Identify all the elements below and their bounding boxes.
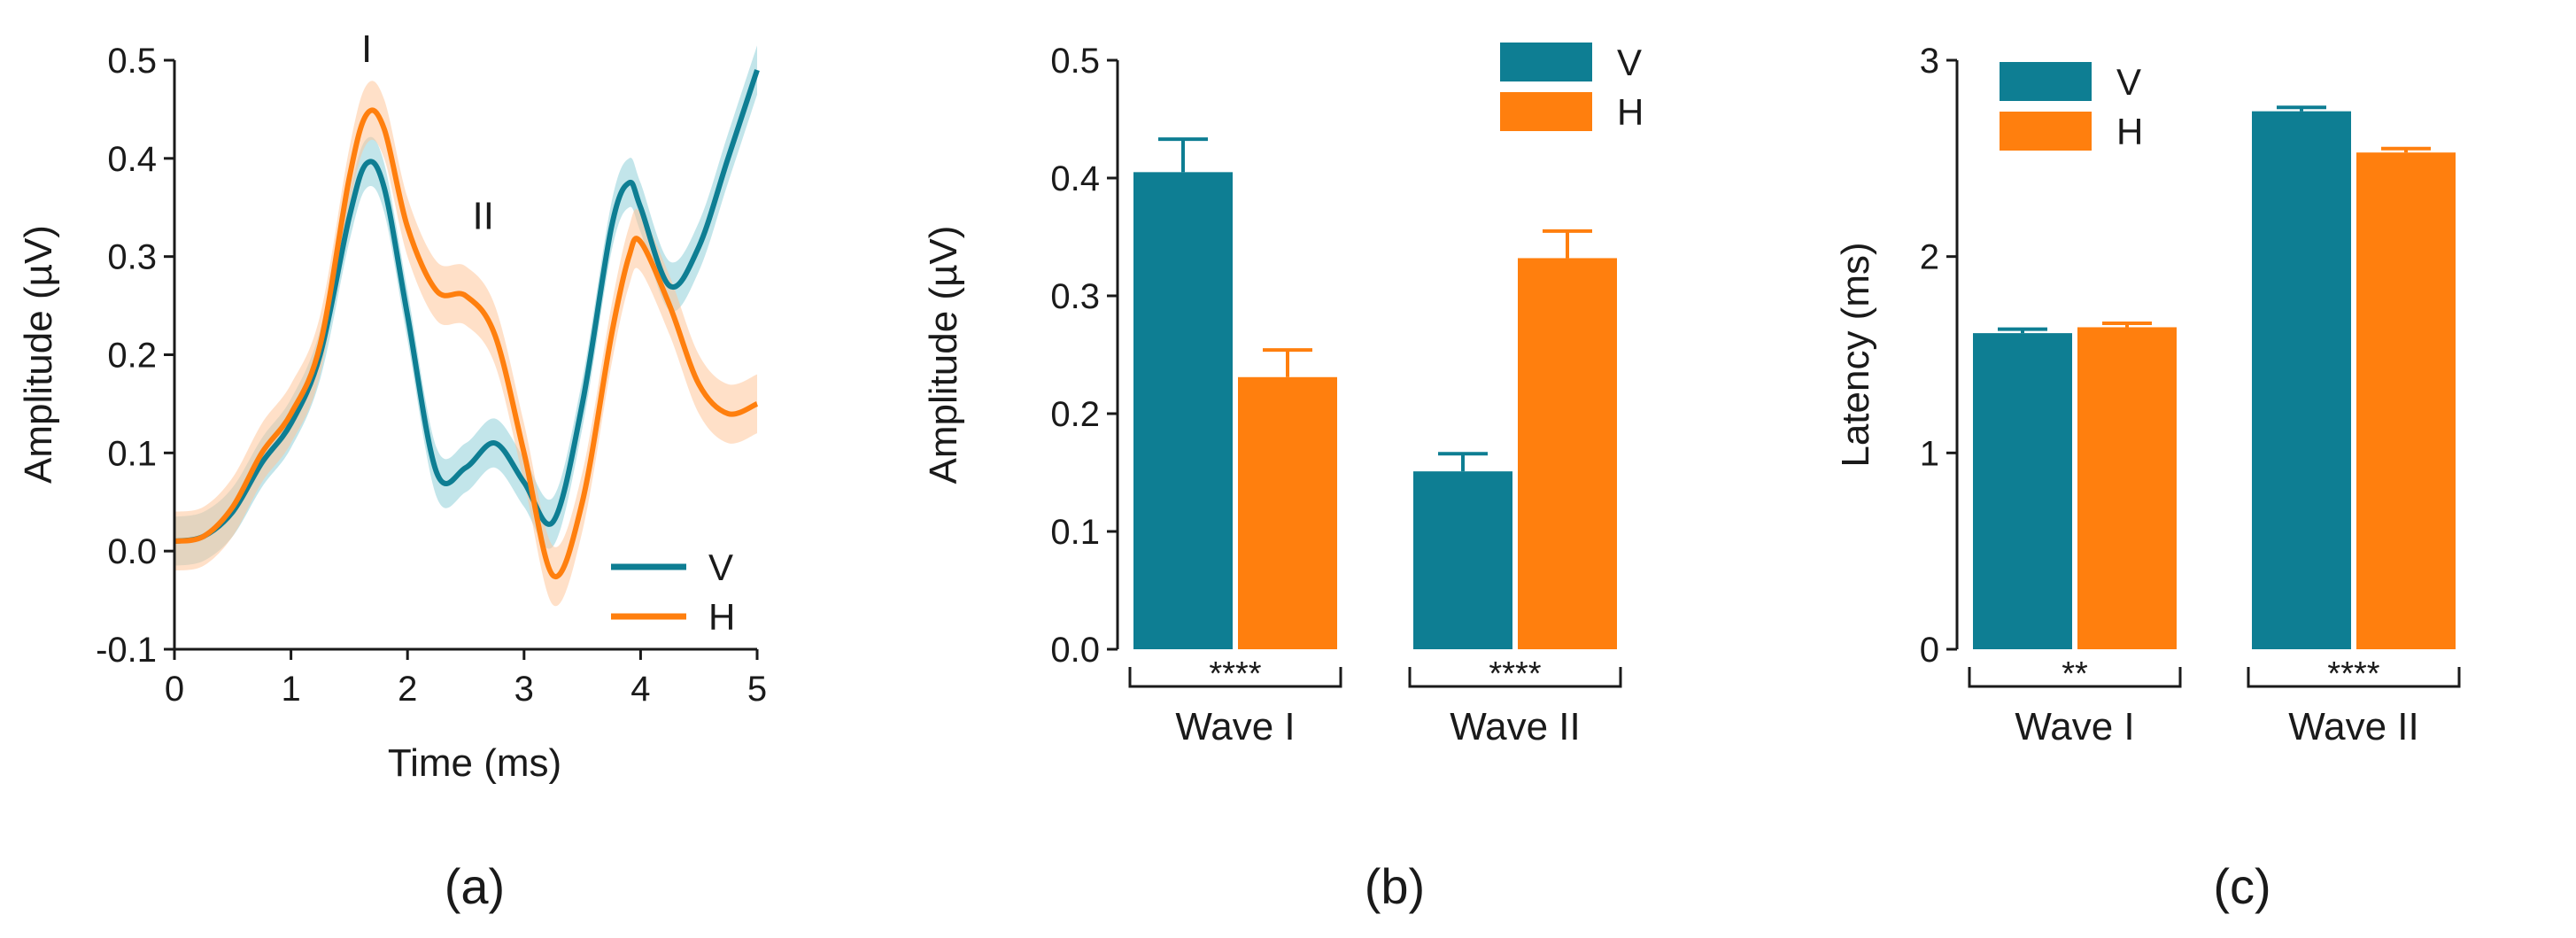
significance-marker: **** [2327, 655, 2379, 693]
category-bracket [2247, 667, 2461, 688]
panel-a-line-chart: -0.1 0.0 0.1 0.2 0.3 0.4 0.5 0 1 2 3 4 5 Time (ms) Amp… [17, 27, 767, 914]
panel-label: (b) [1365, 858, 1425, 914]
legend-V-label: V [2116, 61, 2141, 103]
x-tick-label: 4 [630, 670, 650, 709]
legend-V-label: V [1617, 42, 1642, 83]
legend-H-label: H [1617, 91, 1644, 133]
bar-V-2 [1413, 471, 1512, 649]
y-tick-label: 0.1 [107, 434, 157, 473]
legend-H-label: H [2116, 111, 2143, 152]
bar-H-1 [2077, 327, 2177, 649]
x-tick-label: Wave I [1175, 705, 1295, 748]
x-tick-label: 1 [281, 670, 300, 709]
legend-V-swatch [1500, 43, 1592, 81]
series-H-error-band [174, 81, 757, 607]
y-axis-title: Amplitude (µV) [922, 226, 965, 485]
peak-annotation: I [361, 27, 372, 71]
bar-H-1 [1238, 376, 1337, 649]
panel-label: (c) [2213, 858, 2270, 914]
y-tick-label: 0.0 [1050, 631, 1100, 670]
x-tick-label: 3 [514, 670, 534, 709]
x-tick-label: Wave II [1450, 705, 1581, 748]
panel-b-amplitude-bar-chart: 0.0 0.1 0.2 0.3 0.4 0.5 Amplitude (µV) **** Wave… [922, 42, 1644, 914]
bar-V-1 [1973, 333, 2072, 649]
y-tick-label: 0.4 [1050, 159, 1100, 198]
category-bracket [1408, 667, 1622, 688]
y-tick-label: 0.5 [107, 42, 157, 81]
series-V-line [174, 69, 760, 545]
bar-H-2 [1518, 258, 1617, 649]
y-tick-label: 0.3 [107, 238, 157, 277]
legend-H-swatch [2000, 112, 2092, 151]
y-tick-label: 0.2 [1050, 395, 1100, 434]
y-tick-label: 0 [1920, 631, 1939, 670]
bar-V-1 [1133, 172, 1233, 650]
y-tick-label: 3 [1920, 42, 1939, 81]
category-bracket [1128, 667, 1342, 688]
bar-V-2 [2252, 111, 2351, 650]
x-tick-label: Wave II [2288, 705, 2419, 748]
y-tick-label: 0.1 [1050, 513, 1100, 552]
significance-marker: **** [1209, 655, 1261, 693]
peak-annotation: II [473, 194, 494, 237]
panel-label: (a) [445, 858, 505, 914]
x-tick-label: 2 [398, 670, 417, 709]
y-tick-label: 0.2 [107, 337, 157, 376]
y-tick-label: -0.1 [96, 631, 157, 670]
y-tick-label: 2 [1920, 238, 1939, 277]
y-axis-title: Amplitude (µV) [17, 225, 60, 484]
y-tick-label: 0.4 [107, 140, 157, 179]
legend-V-label: V [708, 547, 733, 588]
panel-c-latency-bar-chart: 0 1 2 3 Latency (ms) ** Wave I **** Wave II VH (c) [1834, 42, 2461, 914]
x-tick-label: Wave I [2015, 705, 2134, 748]
y-tick-label: 0.0 [107, 532, 157, 571]
category-bracket [1968, 667, 2182, 688]
bar-H-2 [2356, 152, 2456, 649]
x-tick-label: 5 [747, 670, 767, 709]
legend-H-swatch [1500, 92, 1592, 131]
y-tick-label: 1 [1920, 434, 1939, 473]
x-axis-title: Time (ms) [388, 741, 561, 785]
y-tick-label: 0.3 [1050, 277, 1100, 316]
y-axis-title: Latency (ms) [1834, 242, 1877, 467]
series-H-line [174, 107, 759, 580]
x-tick-label: 0 [165, 670, 184, 709]
significance-marker: ** [2062, 655, 2088, 693]
legend-H-label: H [708, 596, 735, 638]
y-tick-label: 0.5 [1050, 42, 1100, 81]
significance-marker: **** [1489, 655, 1541, 693]
legend-V-swatch [2000, 62, 2092, 101]
